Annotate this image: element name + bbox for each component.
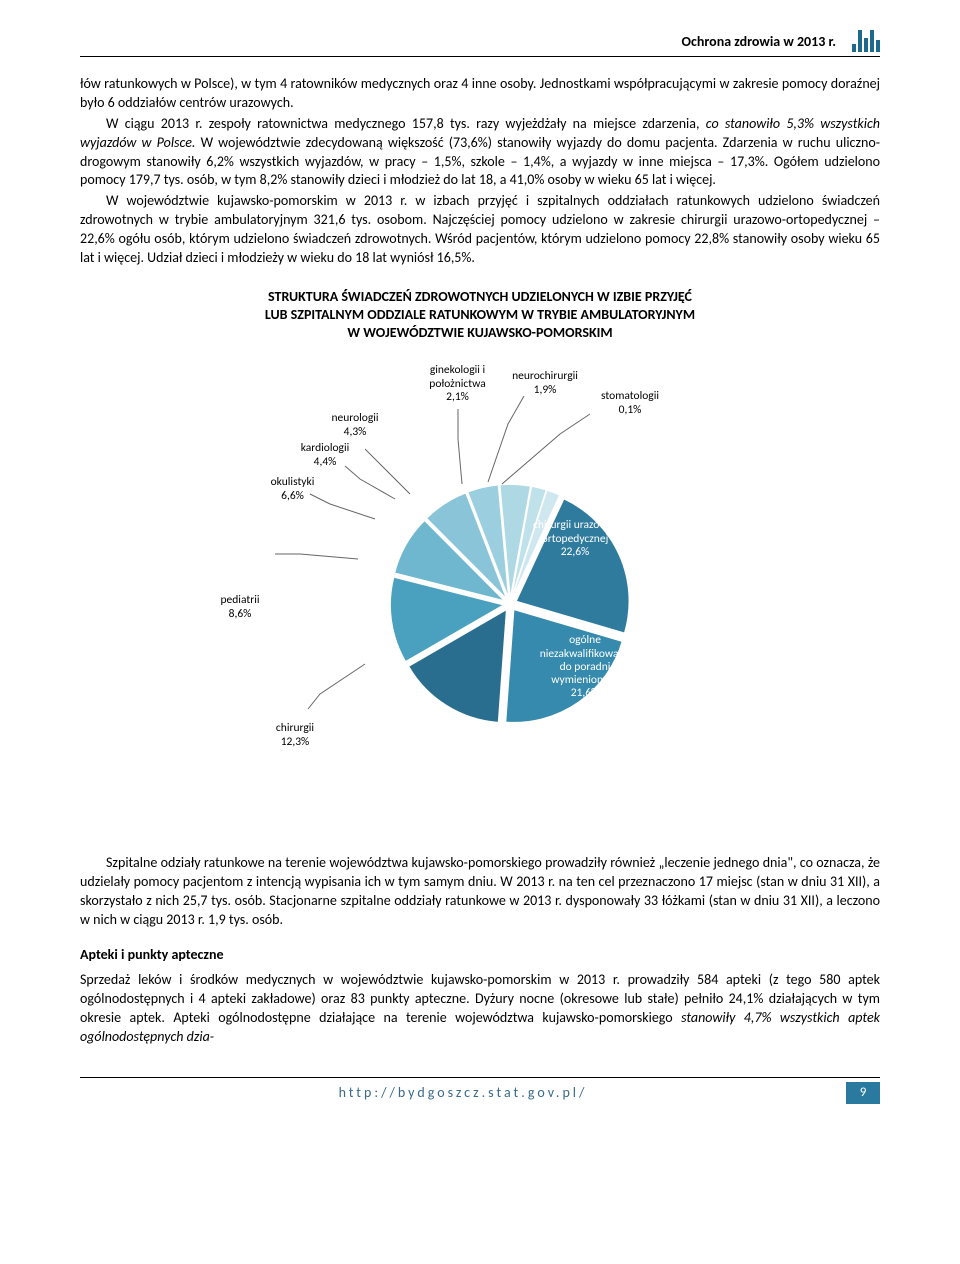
paragraph-5: Sprzedaż leków i środków medycznych w wo… <box>80 971 880 1047</box>
paragraph-1: łów ratunkowych w Polsce), w tym 4 ratow… <box>80 75 880 113</box>
logo-bars-icon <box>852 30 880 52</box>
chart-title-line2: LUB SZPITALNYM ODDZIALE RATUNKOWYM W TRY… <box>265 306 695 323</box>
paragraph-2: W ciągu 2013 r. zespoły ratownictwa medy… <box>80 115 880 191</box>
label-chir-urazowo: chirurgii urazowo-ortopedycznej22,6% <box>510 519 640 559</box>
label-kardiologii: kardiologii4,4% <box>290 442 360 468</box>
label-neurochirurgii: neurochirurgii1,9% <box>500 370 590 396</box>
chart-title-line3: W WOJEWÓDZTWIE KUJAWSKO-POMORSKIM <box>347 324 612 341</box>
page-container: Ochrona zdrowia w 2013 r. łów ratunkowyc… <box>0 0 960 1124</box>
page-footer: http://bydgoszcz.stat.gov.pl/ 9 <box>80 1077 880 1104</box>
chart-title: STRUKTURA ŚWIADCZEŃ ZDROWOTNYCH UDZIELON… <box>80 288 880 343</box>
label-neurologii: neurologii4,3% <box>320 412 390 438</box>
paragraph-3: W województwie kujawsko-pomorskim w 2013… <box>80 192 880 268</box>
label-chirurgii: chirurgii12,3% <box>265 722 325 748</box>
chart-title-line1: STRUKTURA ŚWIADCZEŃ ZDROWOTNYCH UDZIELON… <box>268 288 692 305</box>
pie-chart: neurologii4,3% kardiologii4,4% okulistyk… <box>210 354 750 834</box>
body-text-block-1: łów ratunkowych w Polsce), w tym 4 ratow… <box>80 75 880 268</box>
footer-page-number: 9 <box>846 1082 880 1104</box>
label-pediatrii: pediatrii8,6% <box>210 594 270 620</box>
section-title-apteki: Apteki i punkty apteczne <box>80 946 880 963</box>
footer-url: http://bydgoszcz.stat.gov.pl/ <box>80 1084 846 1101</box>
body-text-block-2: Szpitalne odziały ratunkowe na terenie w… <box>80 854 880 930</box>
label-chorob: choróbwewnętrznych15,5% <box>420 724 530 764</box>
page-header: Ochrona zdrowia w 2013 r. <box>80 30 880 57</box>
label-okulistyki: okulistyki6,6% <box>260 476 325 502</box>
label-ogolne: ogólneniezakwalifikowanedo poradniwymien… <box>520 634 650 700</box>
label-stomatologii: stomatologii0,1% <box>590 390 670 416</box>
header-title: Ochrona zdrowia w 2013 r. <box>682 33 836 50</box>
label-ginekologii: ginekologii ipołożnictwa2,1% <box>415 364 500 404</box>
body-text-block-3: Sprzedaż leków i środków medycznych w wo… <box>80 971 880 1047</box>
paragraph-4: Szpitalne odziały ratunkowe na terenie w… <box>80 854 880 930</box>
